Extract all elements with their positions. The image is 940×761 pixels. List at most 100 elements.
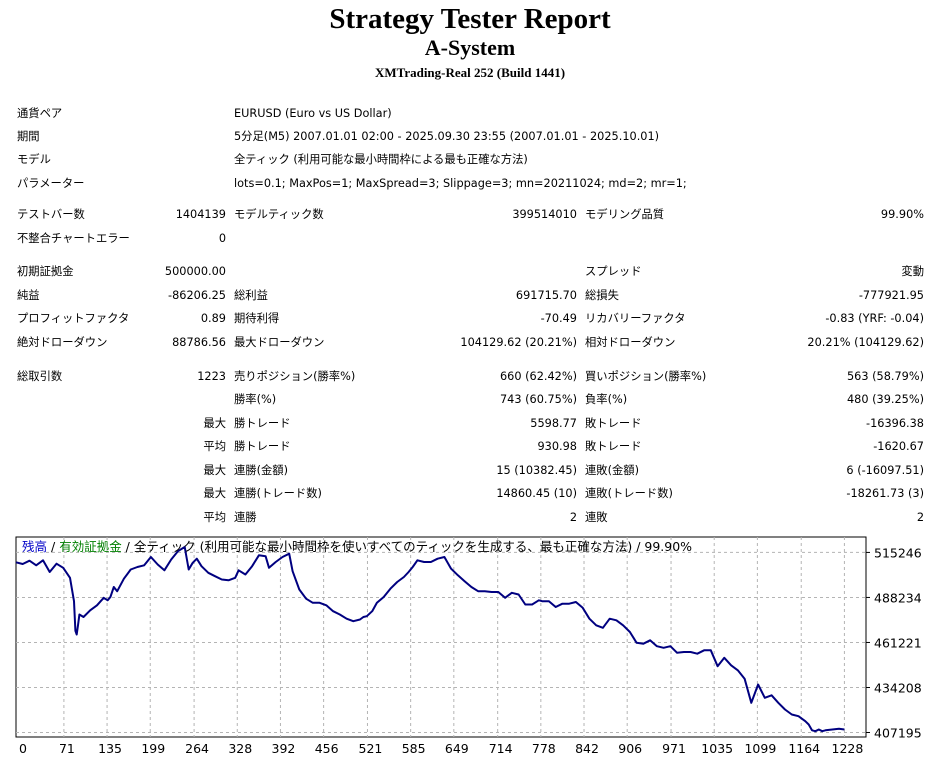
max-consec-losses-value: 6 (-16097.51): [846, 464, 924, 477]
x-tick-label: 1035: [701, 741, 733, 756]
x-tick-label: 906: [618, 741, 642, 756]
chart-legend: 残高 / 有効証拠金 / 全ティック (利用可能な最小時間枠を使いすべてのティッ…: [22, 539, 692, 555]
x-tick-label: 456: [315, 741, 339, 756]
y-tick-label: 407195: [874, 726, 922, 741]
ticks-value: 399514010: [512, 208, 577, 221]
legend-equity: 有効証拠金: [59, 539, 122, 554]
model-value: 全ティック (利用可能な最小時間枠による最も正確な方法): [234, 153, 528, 166]
x-tick-label: 971: [662, 741, 686, 756]
x-tick-label: 521: [359, 741, 383, 756]
x-tick-label: 264: [185, 741, 209, 756]
model-label: モデル: [17, 153, 51, 166]
max-consec-loss-label: 連敗(トレード数): [585, 487, 673, 500]
avg-consec-losses-label: 連敗: [585, 511, 608, 524]
recovery-value: -0.83 (YRF: -0.04): [825, 312, 924, 325]
recovery-label: リカバリーファクタ: [585, 312, 686, 325]
deposit-label: 初期証拠金: [17, 265, 74, 278]
max-dd-value: 104129.62 (20.21%): [460, 336, 577, 349]
quality-value: 99.90%: [880, 208, 924, 221]
bars-value: 1404139: [175, 208, 226, 221]
max-dd-label: 最大ドローダウン: [234, 336, 325, 349]
avg-consec-wins-value: 2: [569, 511, 577, 524]
balance-line: [15, 546, 845, 733]
largest-loss-value: -16396.38: [866, 417, 924, 430]
x-tick-label: 135: [98, 741, 122, 756]
abs-dd-value: 88786.56: [172, 336, 226, 349]
x-tick-label: 778: [532, 741, 556, 756]
avg-win-label: 勝トレード: [234, 440, 291, 453]
pf-value: 0.89: [200, 312, 226, 325]
legend-rest: / 全ティック (利用可能な最小時間枠を使いすべてのティックを生成する、最も正確…: [121, 539, 693, 554]
quality-label: モデリング品質: [585, 208, 665, 221]
legend-sep: /: [47, 539, 60, 554]
x-tick-label: 0: [19, 741, 27, 756]
period-label: 期間: [17, 130, 40, 143]
net-value: -86206.25: [168, 289, 226, 302]
x-tick-label: 1228: [832, 741, 864, 756]
rel-dd-label: 相対ドローダウン: [585, 336, 676, 349]
legend-balance: 残高: [22, 539, 48, 554]
long-value: 563 (58.79%): [846, 370, 924, 383]
gross-loss-label: 総損失: [585, 289, 619, 302]
avg-consec-prefix: 平均: [203, 511, 226, 524]
loss-pct-value: 480 (39.25%): [846, 393, 924, 406]
short-value: 660 (62.42%): [499, 370, 577, 383]
largest-win-label: 勝トレード: [234, 417, 291, 430]
max-consec-loss-value: -18261.73 (3): [846, 487, 924, 500]
expected-label: 期待利得: [234, 312, 280, 325]
gross-profit-label: 総利益: [234, 289, 268, 302]
gross-loss-value: -777921.95: [858, 289, 924, 302]
ticks-label: モデルティック数: [234, 208, 324, 221]
max-consec-profit-value: 14860.45 (10): [496, 487, 577, 500]
plot-area: [15, 536, 867, 738]
x-tick-label: 199: [141, 741, 165, 756]
max-consec-prefix: 最大: [203, 464, 226, 477]
max-consec-losses-label: 連敗(金額): [585, 464, 640, 477]
max-consec-count-prefix: 最大: [203, 487, 226, 500]
max-consec-wins-value: 15 (10382.45): [496, 464, 577, 477]
x-tick-label: 328: [228, 741, 252, 756]
server-info: XMTrading-Real 252 (Build 1441): [374, 65, 566, 80]
win-pct-label: 勝率(%): [234, 393, 277, 406]
largest-win-value: 5598.77: [530, 417, 577, 430]
x-tick-label: 1099: [744, 741, 776, 756]
short-label: 売りポジション(勝率%): [234, 370, 356, 383]
avg-loss-label: 敗トレード: [585, 440, 642, 453]
symbol-value: EURUSD (Euro vs US Dollar): [234, 107, 392, 120]
x-tick-label: 1164: [788, 741, 820, 756]
x-tick-label: 842: [575, 741, 599, 756]
mismatch-value: 0: [218, 232, 226, 245]
period-value: 5分足(M5) 2007.01.01 02:00 - 2025.09.30 23…: [234, 130, 660, 143]
max-consec-profit-label: 連勝(トレード数): [234, 487, 322, 500]
loss-pct-label: 負率(%): [585, 393, 628, 406]
net-label: 純益: [17, 289, 40, 302]
avg-win-value: 930.98: [537, 440, 577, 453]
y-tick-label: 515246: [874, 545, 922, 560]
avg-consec-wins-label: 連勝: [234, 511, 257, 524]
x-tick-label: 392: [272, 741, 296, 756]
long-label: 買いポジション(勝率%): [585, 370, 707, 383]
abs-dd-label: 絶対ドローダウン: [17, 336, 108, 349]
y-tick-label: 488234: [874, 590, 922, 605]
average-prefix: 平均: [203, 440, 226, 453]
deposit-value: 500000.00: [164, 265, 226, 278]
max-consec-wins-label: 連勝(金額): [234, 464, 289, 477]
symbol-label: 通貨ペア: [17, 107, 63, 120]
x-tick-label: 585: [402, 741, 426, 756]
bars-label: テストバー数: [17, 208, 85, 221]
rel-dd-value: 20.21% (104129.62): [807, 336, 924, 349]
largest-prefix: 最大: [203, 417, 226, 430]
avg-consec-losses-value: 2: [916, 511, 924, 524]
mismatch-label: 不整合チャートエラー: [17, 232, 130, 245]
total-trades-label: 総取引数: [17, 370, 63, 383]
report-title: Strategy Tester Report: [329, 3, 611, 35]
gross-profit-value: 691715.70: [515, 289, 577, 302]
win-pct-value: 743 (60.75%): [499, 393, 577, 406]
params-label: パラメーター: [17, 177, 85, 190]
total-trades-value: 1223: [197, 370, 226, 383]
expected-value: -70.49: [540, 312, 577, 325]
spread-value: 変動: [901, 265, 924, 278]
pf-label: プロフィットファクタ: [17, 312, 130, 325]
largest-loss-label: 敗トレード: [585, 417, 642, 430]
ea-name: A-System: [424, 35, 516, 60]
